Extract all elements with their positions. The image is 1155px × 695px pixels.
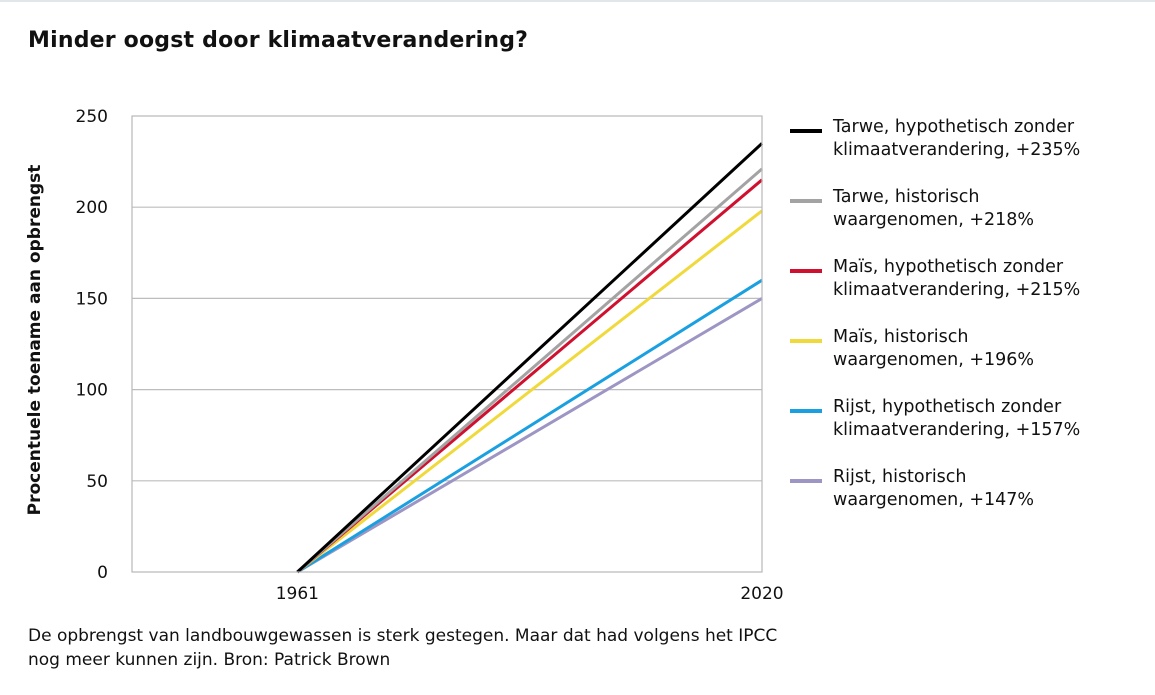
legend-line-2: waargenomen, +147% bbox=[833, 490, 1035, 510]
legend-label: Tarwe, historisch waargenomen, +218% bbox=[833, 186, 1153, 232]
x-tick-labels: 1961 2020 bbox=[276, 584, 784, 604]
legend-line-2: klimaatverandering, +215% bbox=[833, 280, 1081, 300]
legend-label: Maïs, historisch waargenomen, +196% bbox=[833, 326, 1153, 372]
legend-line-2: klimaatverandering, +157% bbox=[833, 420, 1081, 440]
legend-line-1: Tarwe, hypothetisch zonder bbox=[833, 117, 1075, 137]
y-tick-label: 100 bbox=[76, 381, 108, 401]
legend-item-mais-historisch: Maïs, historisch waargenomen, +196% bbox=[790, 326, 1150, 396]
legend-swatch bbox=[790, 479, 822, 483]
series-line bbox=[296, 278, 763, 574]
series-line bbox=[296, 167, 763, 574]
y-tick-label: 50 bbox=[86, 472, 108, 492]
y-tick-labels: 0 50 100 150 200 250 bbox=[76, 107, 108, 583]
line-chart: 0 50 100 150 200 250 1961 2020 Procentuele toe… bbox=[25, 107, 784, 604]
plot-frame bbox=[131, 115, 763, 573]
legend-item-rijst-hypothetisch: Rijst, hypothetisch zonder klimaatverand… bbox=[790, 396, 1150, 466]
legend-swatch bbox=[790, 129, 822, 133]
legend-line-1: Rijst, historisch bbox=[833, 467, 967, 487]
legend-label: Maïs, hypothetisch zonder klimaatverande… bbox=[833, 256, 1153, 302]
series-line bbox=[296, 297, 763, 574]
legend-line-2: klimaatverandering, +235% bbox=[833, 140, 1081, 160]
legend-line-1: Maïs, historisch bbox=[833, 327, 969, 347]
legend-item-tarwe-historisch: Tarwe, historisch waargenomen, +218% bbox=[790, 186, 1150, 256]
legend-item-rijst-historisch: Rijst, historisch waargenomen, +147% bbox=[790, 466, 1150, 536]
legend-item-mais-hypothetisch: Maïs, hypothetisch zonder klimaatverande… bbox=[790, 256, 1150, 326]
y-tick-label: 200 bbox=[76, 198, 108, 218]
legend-line-1: Maïs, hypothetisch zonder bbox=[833, 257, 1064, 277]
chart-title: Minder oogst door klimaatverandering? bbox=[28, 28, 529, 53]
y-tick-label: 250 bbox=[76, 107, 108, 127]
x-tick-label: 2020 bbox=[740, 584, 783, 604]
series-line bbox=[296, 209, 763, 574]
legend-swatch bbox=[790, 409, 822, 413]
y-tick-label: 0 bbox=[97, 563, 108, 583]
legend-label: Rijst, historisch waargenomen, +147% bbox=[833, 466, 1153, 512]
grid-lines bbox=[132, 206, 762, 482]
x-tick-label: 1961 bbox=[276, 584, 319, 604]
legend-line-1: Tarwe, historisch bbox=[833, 187, 980, 207]
legend-line-2: waargenomen, +196% bbox=[833, 350, 1035, 370]
series-line bbox=[296, 142, 764, 574]
top-divider bbox=[0, 0, 1155, 2]
legend-swatch bbox=[790, 269, 822, 273]
y-axis-label: Procentuele toename aan opbrengst bbox=[25, 165, 45, 516]
caption: De opbrengst van landbouwgewassen is ste… bbox=[28, 626, 778, 670]
legend-swatch bbox=[790, 199, 822, 203]
series-lines bbox=[296, 142, 764, 574]
y-tick-label: 150 bbox=[76, 289, 108, 309]
legend-item-tarwe-hypothetisch: Tarwe, hypothetisch zonder klimaatverand… bbox=[790, 116, 1150, 186]
legend-line-1: Rijst, hypothetisch zonder bbox=[833, 397, 1062, 417]
legend-label: Rijst, hypothetisch zonder klimaatverand… bbox=[833, 396, 1153, 442]
legend-label: Tarwe, hypothetisch zonder klimaatverand… bbox=[833, 116, 1153, 162]
legend-swatch bbox=[790, 339, 822, 343]
legend: Tarwe, hypothetisch zonder klimaatverand… bbox=[790, 116, 1150, 536]
legend-line-2: waargenomen, +218% bbox=[833, 210, 1035, 230]
